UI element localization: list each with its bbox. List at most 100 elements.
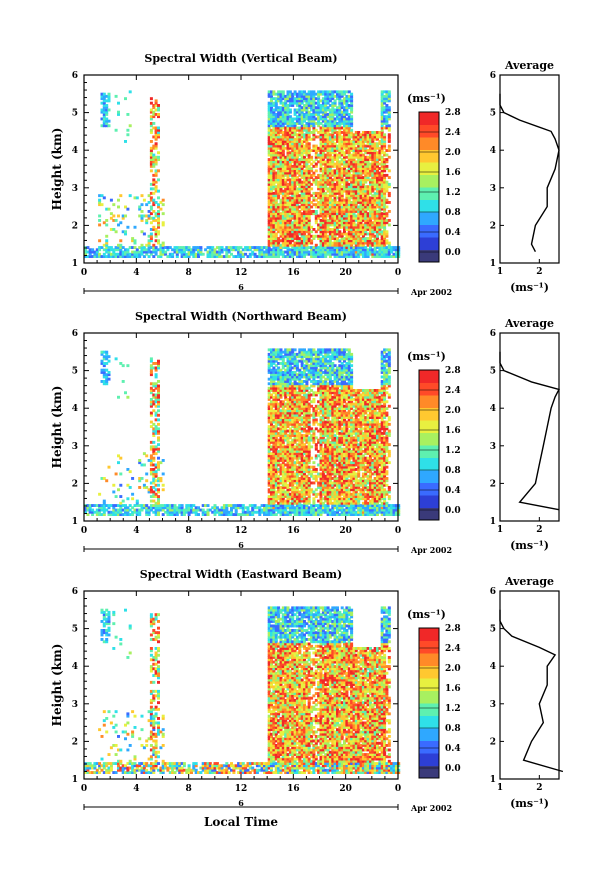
heatmap-cell: [98, 219, 101, 222]
heatmap-cell: [162, 459, 165, 462]
heatmap-cell: [388, 133, 391, 136]
x-tick-label: 20: [339, 268, 352, 278]
colorbar-swatch: [419, 125, 439, 138]
y-tick-label: 6: [72, 71, 78, 81]
heatmap-cell: [103, 196, 106, 199]
heatmap-cell: [115, 95, 118, 98]
heatmap-cell: [145, 479, 148, 482]
average-x-tick-label: 2: [536, 267, 542, 277]
heatmap-cell: [157, 436, 160, 439]
heatmap-cell: [124, 97, 127, 100]
heatmap-cell: [388, 183, 391, 186]
heatmap-cell: [150, 97, 153, 100]
heatmap-cell: [122, 380, 125, 383]
heatmap-cell: [117, 215, 120, 218]
heatmap-cell: [108, 360, 111, 363]
average-y-tick-label: 2: [490, 221, 496, 231]
panel-1: Spectral Width (Vertical Beam)123456Heig…: [50, 52, 559, 297]
heatmap-cell: [157, 484, 160, 487]
heatmap-cell: [136, 500, 139, 503]
heatmap-cell: [150, 140, 153, 143]
average-x-tick-label: 1: [497, 267, 503, 277]
colorbar-swatch: [419, 162, 439, 175]
heatmap-cell: [155, 185, 158, 188]
heatmap-cell: [124, 391, 127, 394]
heatmap-cell: [105, 104, 108, 107]
heatmap-cell: [388, 90, 391, 93]
heatmap-cell: [119, 484, 122, 487]
heatmap-cell: [385, 206, 388, 209]
heatmap-cell: [126, 129, 129, 132]
heatmap-cell: [112, 203, 115, 206]
heatmap-cell: [157, 495, 160, 498]
heatmap-cell: [388, 201, 391, 204]
heatmap-cell: [388, 124, 391, 127]
average-profile-line: [500, 94, 559, 252]
heatmap-cell: [119, 457, 122, 460]
heatmap-cell: [112, 491, 115, 494]
heatmap-cell: [119, 473, 122, 476]
heatmap-cell: [157, 418, 160, 421]
heatmap-cell: [157, 448, 160, 451]
panel-title: Spectral Width (Northward Beam): [135, 310, 347, 323]
heatmap-cell: [143, 233, 146, 236]
y-axis-label: Height (km): [50, 128, 64, 211]
heatmap-cell: [129, 470, 132, 473]
average-x-label: (ms⁻¹): [510, 281, 549, 294]
heatmap-cell: [162, 242, 165, 245]
heatmap-cell: [155, 99, 158, 102]
heatmap-cell: [108, 120, 111, 123]
heatmap-cell: [131, 497, 134, 500]
heatmap-cell: [119, 239, 122, 242]
heatmap-cell: [150, 169, 153, 172]
heatmap-cell: [105, 351, 108, 354]
heatmap-cell: [162, 473, 165, 476]
heatmap-cell: [126, 226, 129, 229]
colorbar-tick-label: 2.8: [445, 108, 461, 118]
heatmap-cell: [350, 129, 353, 132]
heatmap-cell: [105, 219, 108, 222]
date-label: Apr 2002: [410, 287, 452, 297]
colorbar-swatch: [419, 175, 439, 188]
heatmap-cell: [131, 477, 134, 480]
y-tick-label: 1: [72, 259, 78, 269]
heatmap-cell: [129, 194, 132, 197]
heatmap-cell: [117, 111, 120, 114]
average-y-tick-label: 5: [490, 109, 496, 119]
colorbar-tick-label: 1.2: [445, 188, 461, 198]
heatmap-cell: [162, 199, 165, 202]
heatmap-cell: [310, 156, 313, 159]
y-tick-label: 4: [72, 146, 78, 156]
heatmap-cell: [202, 253, 205, 256]
heatmap-cell: [126, 208, 129, 211]
heatmap-cell: [282, 90, 285, 93]
heatmap-cell: [108, 208, 111, 211]
heatmap-cell: [157, 380, 160, 383]
heatmap-cell: [136, 196, 139, 199]
heatmap-cell: [126, 364, 129, 367]
heatmap-cell: [388, 176, 391, 179]
x-tick-label: 4: [133, 268, 139, 278]
heatmap-cell: [350, 93, 353, 96]
heatmap-cell: [141, 203, 144, 206]
colorbar-swatch: [419, 187, 439, 200]
heatmap-cell: [157, 104, 160, 107]
heatmap-cell: [105, 239, 108, 242]
y-tick-label: 5: [72, 109, 78, 119]
heatmap-cell: [385, 230, 388, 233]
heatmap-cell: [124, 215, 127, 218]
heatmap-cell: [157, 409, 160, 412]
heatmap-cell: [157, 360, 160, 363]
heatmap-cell: [159, 477, 162, 480]
heatmap-cell: [162, 484, 165, 487]
heatmap-cell: [157, 488, 160, 491]
heatmap-cell: [141, 210, 144, 213]
x-tick-label: 16: [287, 268, 300, 278]
colorbar-swatch: [419, 225, 439, 238]
heatmap-cell: [98, 239, 101, 242]
heatmap-cell: [126, 497, 129, 500]
heatmap-cell: [388, 156, 391, 159]
heatmap-cell: [289, 109, 292, 112]
heatmap-cell: [124, 230, 127, 233]
